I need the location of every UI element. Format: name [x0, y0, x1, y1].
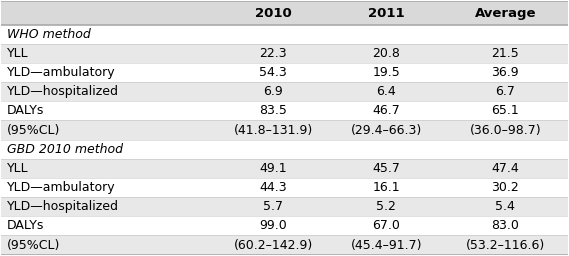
- Bar: [1, 25, 568, 44]
- Text: 54.3: 54.3: [259, 66, 287, 79]
- Text: 45.7: 45.7: [373, 162, 401, 175]
- Text: 99.0: 99.0: [259, 219, 287, 232]
- Text: DALYs: DALYs: [7, 104, 44, 118]
- Text: 67.0: 67.0: [373, 219, 401, 232]
- Text: 16.1: 16.1: [373, 181, 400, 194]
- Text: 6.7: 6.7: [496, 85, 516, 98]
- Text: YLL: YLL: [7, 47, 28, 60]
- Text: 6.9: 6.9: [263, 85, 283, 98]
- Bar: [1, 236, 568, 255]
- Text: 49.1: 49.1: [259, 162, 287, 175]
- Text: 21.5: 21.5: [492, 47, 519, 60]
- Bar: [1, 44, 568, 63]
- Bar: [1, 178, 568, 197]
- Text: (36.0–98.7): (36.0–98.7): [469, 124, 541, 136]
- Text: YLD—ambulatory: YLD—ambulatory: [7, 181, 116, 194]
- Bar: [1, 63, 568, 82]
- Text: 19.5: 19.5: [373, 66, 401, 79]
- Bar: [1, 140, 568, 159]
- Text: 22.3: 22.3: [259, 47, 287, 60]
- Text: 5.4: 5.4: [496, 200, 516, 213]
- Text: 5.2: 5.2: [377, 200, 397, 213]
- Text: YLD—hospitalized: YLD—hospitalized: [7, 85, 119, 98]
- Text: 6.4: 6.4: [377, 85, 396, 98]
- Bar: [1, 121, 568, 140]
- Text: (95%CL): (95%CL): [7, 124, 60, 136]
- Text: (45.4–91.7): (45.4–91.7): [351, 239, 422, 252]
- Text: 83.5: 83.5: [259, 104, 287, 118]
- Text: 2010: 2010: [255, 7, 291, 19]
- Text: (41.8–131.9): (41.8–131.9): [233, 124, 313, 136]
- Text: 46.7: 46.7: [373, 104, 401, 118]
- Text: 83.0: 83.0: [492, 219, 519, 232]
- Text: (53.2–116.6): (53.2–116.6): [465, 239, 545, 252]
- Bar: [1, 1, 568, 25]
- Text: GBD 2010 method: GBD 2010 method: [7, 143, 123, 156]
- Text: 20.8: 20.8: [373, 47, 401, 60]
- Text: WHO method: WHO method: [7, 28, 91, 41]
- Text: (95%CL): (95%CL): [7, 239, 60, 252]
- Text: YLL: YLL: [7, 162, 28, 175]
- Text: 5.7: 5.7: [263, 200, 283, 213]
- Text: YLD—hospitalized: YLD—hospitalized: [7, 200, 119, 213]
- Bar: [1, 197, 568, 216]
- Text: 44.3: 44.3: [259, 181, 287, 194]
- Bar: [1, 159, 568, 178]
- Text: YLD—ambulatory: YLD—ambulatory: [7, 66, 116, 79]
- Text: 30.2: 30.2: [492, 181, 519, 194]
- Bar: [1, 216, 568, 236]
- Text: Average: Average: [475, 7, 536, 19]
- Text: (29.4–66.3): (29.4–66.3): [351, 124, 422, 136]
- Text: 65.1: 65.1: [492, 104, 519, 118]
- Text: (60.2–142.9): (60.2–142.9): [233, 239, 313, 252]
- Text: 36.9: 36.9: [492, 66, 519, 79]
- Text: 2011: 2011: [368, 7, 405, 19]
- Bar: [1, 82, 568, 101]
- Text: 47.4: 47.4: [492, 162, 519, 175]
- Text: DALYs: DALYs: [7, 219, 44, 232]
- Bar: [1, 101, 568, 121]
